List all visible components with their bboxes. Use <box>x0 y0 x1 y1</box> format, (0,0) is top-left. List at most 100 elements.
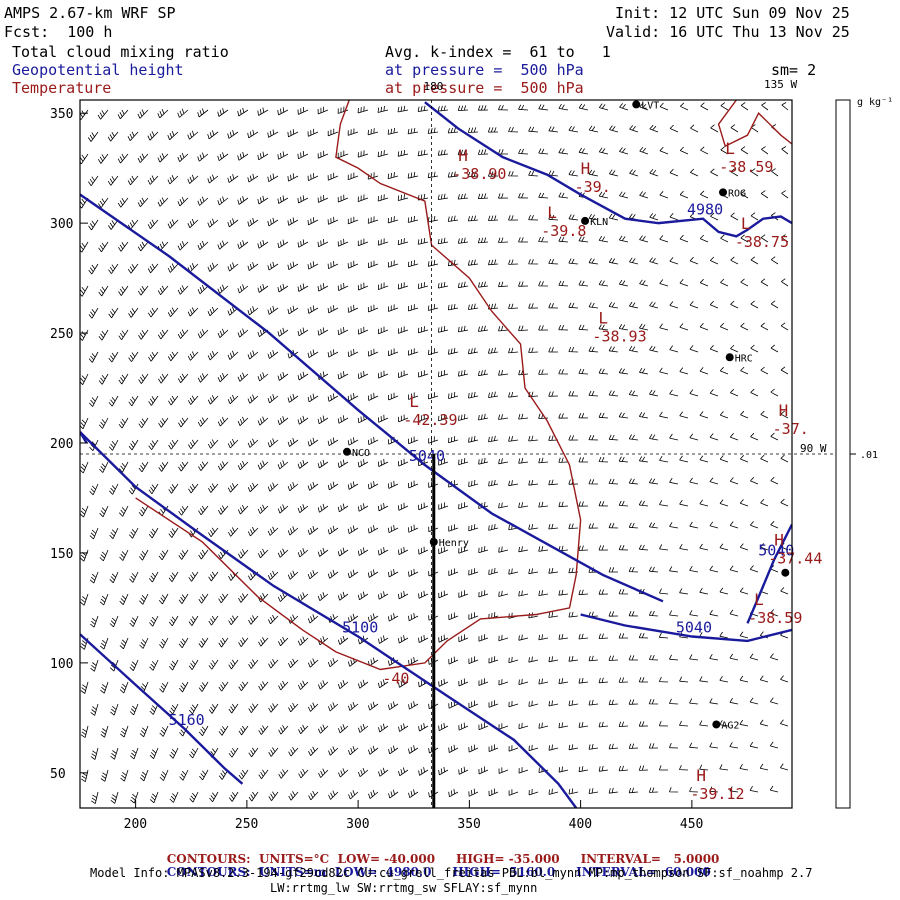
wind-barb <box>538 104 549 111</box>
wind-barb <box>468 303 479 310</box>
wind-barb <box>147 131 159 141</box>
plot-frame <box>79 99 793 809</box>
wind-barb <box>137 109 149 119</box>
wind-barb <box>638 544 649 551</box>
wind-barb <box>648 566 659 573</box>
wind-barb <box>158 593 169 605</box>
wind-barb <box>588 390 599 397</box>
wind-barb <box>287 305 299 315</box>
wind-barb <box>100 681 109 694</box>
wind-barb <box>328 790 339 800</box>
wind-barb <box>518 148 529 155</box>
y-tick-label: 100 <box>50 657 73 672</box>
wind-barb <box>337 503 349 513</box>
wind-barb <box>138 549 149 561</box>
wind-barb <box>538 457 549 464</box>
wind-barb <box>588 169 599 177</box>
pressure-center-symbol: H <box>696 766 706 785</box>
wind-barb <box>518 457 529 464</box>
wind-barb <box>417 105 429 112</box>
wind-barb <box>327 658 339 668</box>
wind-barb <box>357 591 369 601</box>
wind-barb <box>508 700 519 708</box>
wind-barb <box>498 679 509 686</box>
wind-barb <box>760 410 769 419</box>
wind-barb <box>478 369 489 377</box>
wind-barb <box>761 146 769 155</box>
wind-barb <box>438 766 449 776</box>
wind-barb <box>377 238 389 246</box>
wind-barb <box>398 370 409 378</box>
wind-barb <box>437 237 449 245</box>
wind-barb <box>437 193 449 200</box>
wind-barb <box>129 527 139 539</box>
wind-barb <box>598 412 609 419</box>
wind-barb <box>188 483 199 494</box>
wind-barb <box>659 544 669 551</box>
wind-barb <box>558 634 569 640</box>
temp-high: HIGH= -35.000 <box>455 852 560 866</box>
wind-barb <box>760 499 769 507</box>
wind-barb <box>780 366 789 375</box>
field-temperature: Temperature <box>12 79 112 97</box>
wind-barb <box>189 747 199 759</box>
wind-barb <box>680 102 689 111</box>
wind-barb <box>468 347 479 355</box>
wind-barb <box>168 527 179 538</box>
wind-barb <box>730 256 739 265</box>
wind-barb <box>347 260 359 269</box>
wind-barb <box>208 483 219 493</box>
wind-barb <box>771 168 779 177</box>
wind-barb <box>198 637 209 648</box>
wind-barb <box>628 566 639 573</box>
wind-barb <box>558 148 569 155</box>
wind-barb <box>468 435 479 443</box>
pressure-center-value: -38.59 <box>719 158 773 176</box>
wind-barb <box>187 218 199 229</box>
wind-barb <box>689 786 699 793</box>
wind-barb <box>649 257 659 265</box>
wind-barb <box>327 393 339 402</box>
wind-barb <box>729 477 739 485</box>
wind-barb <box>308 746 319 756</box>
wind-barb <box>247 262 259 271</box>
wind-barb <box>419 811 428 819</box>
wind-barb <box>238 681 249 692</box>
wind-barb <box>709 786 719 793</box>
wind-barb <box>397 282 409 290</box>
wind-barb <box>120 769 129 782</box>
wind-barb <box>347 172 359 181</box>
wind-barb <box>327 525 339 535</box>
wind-barb <box>277 151 289 160</box>
wind-barb <box>619 810 628 815</box>
wind-barb <box>679 234 689 243</box>
wind-barb <box>90 615 99 628</box>
wind-barb <box>257 151 269 161</box>
wind-barb <box>699 367 709 375</box>
wind-barb <box>297 151 309 160</box>
wind-barb <box>327 216 339 225</box>
wind-barb <box>609 125 619 133</box>
wind-barb <box>447 259 459 267</box>
wind-barb <box>367 569 379 578</box>
wind-barb <box>90 791 99 804</box>
wind-barb <box>278 769 289 779</box>
wind-barb <box>217 284 229 294</box>
wind-barb <box>739 543 749 551</box>
wind-barb <box>709 653 719 661</box>
wind-barb <box>357 547 369 556</box>
wind-barb <box>518 281 529 287</box>
wind-barb <box>337 635 349 645</box>
wind-barb <box>80 461 89 474</box>
wind-barb <box>700 190 709 199</box>
wind-barb <box>257 548 269 559</box>
wind-barb <box>297 106 309 115</box>
wind-barb <box>178 681 189 693</box>
wind-barb <box>458 590 469 598</box>
wind-barb <box>307 437 319 447</box>
wind-barb <box>218 505 229 515</box>
wind-barb <box>81 769 89 783</box>
wind-barb <box>628 390 639 397</box>
wind-barb <box>548 523 559 530</box>
wind-barb <box>208 659 219 670</box>
